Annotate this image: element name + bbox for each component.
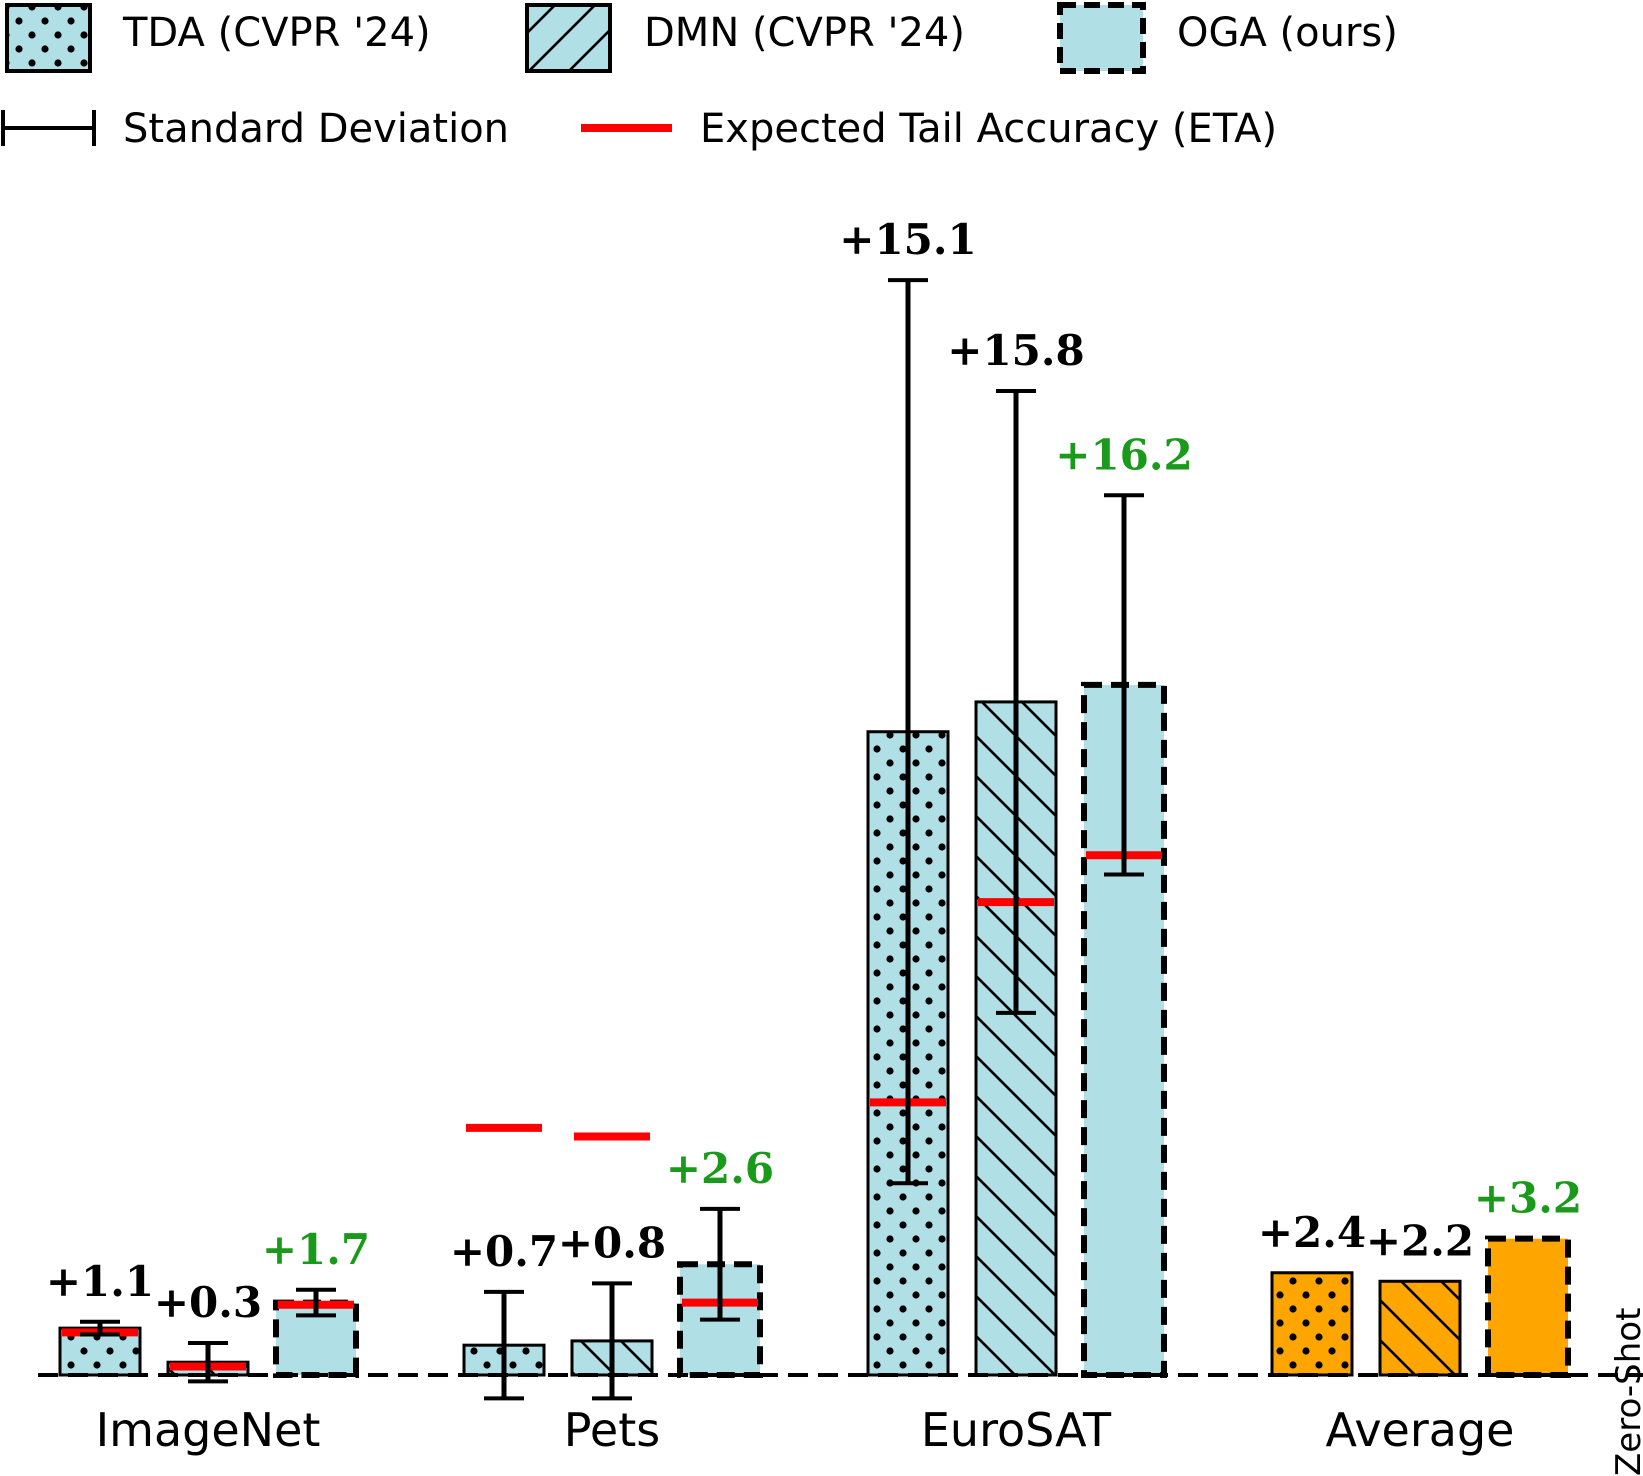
legend-item-std: Standard Deviation — [1, 106, 509, 152]
gain-label: +16.2 — [1055, 430, 1192, 479]
legend-item-dmn: DMN (CVPR '24) — [525, 3, 965, 73]
gain-label: +0.3 — [154, 1278, 262, 1327]
gain-label: +1.1 — [46, 1257, 154, 1306]
category-label: ImageNet — [96, 1403, 321, 1457]
gain-label: +15.1 — [839, 215, 976, 264]
gain-label: +1.7 — [262, 1225, 370, 1274]
legend-item-eta: Expected Tail Accuracy (ETA) — [581, 106, 1277, 152]
category-label: Pets — [564, 1403, 660, 1457]
plot-area: +1.1 +0.3+1.7 ImageNet +0.7 +0.8+2.6 Pets +15.… — [46, 215, 1582, 1457]
gain-label: +15.8 — [947, 326, 1084, 375]
gain-label: +2.4 — [1258, 1208, 1366, 1257]
bar-average-3 — [1485, 1235, 1571, 1379]
legend-swatch-dmn — [525, 3, 612, 73]
legend-swatch-tda — [5, 3, 92, 73]
gain-label: +2.6 — [666, 1144, 774, 1193]
legend-label-eta: Expected Tail Accuracy (ETA) — [700, 106, 1277, 152]
gain-label: +3.2 — [1474, 1174, 1582, 1223]
legend: TDA (CVPR '24) DMN (CVPR '24) OGA (ours)… — [1, 2, 1398, 152]
legend-label-oga: OGA (ours) — [1177, 10, 1398, 56]
gain-label: +2.2 — [1366, 1216, 1474, 1265]
category-label: EuroSAT — [921, 1403, 1112, 1457]
legend-swatch-oga — [1057, 2, 1146, 74]
legend-label-dmn: DMN (CVPR '24) — [644, 10, 965, 56]
gain-label: +0.7 — [450, 1227, 558, 1276]
category-label: Average — [1326, 1403, 1515, 1457]
legend-label-tda: TDA (CVPR '24) — [122, 10, 431, 56]
zero-shot-label: Zero-Shot — [1609, 1308, 1643, 1476]
gain-label: +0.8 — [558, 1218, 666, 1267]
legend-item-oga: OGA (ours) — [1057, 2, 1398, 74]
legend-label-std: Standard Deviation — [123, 106, 509, 152]
bar-average-1 — [1270, 1271, 1354, 1377]
bar-average-2 — [1378, 1279, 1462, 1377]
legend-item-tda: TDA (CVPR '24) — [5, 3, 431, 73]
